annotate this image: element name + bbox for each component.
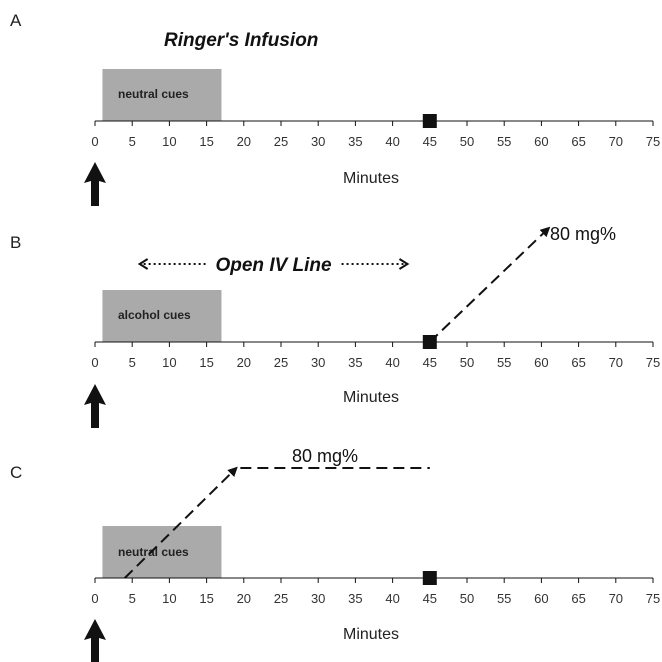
axis-tick-label: 0 [91,134,98,149]
axis-tick-label: 50 [460,134,474,149]
axis-tick-label: 20 [237,134,251,149]
axis-tick-label: 15 [199,591,213,606]
axis-tick-label: 65 [571,134,585,149]
axis-tick-label: 30 [311,134,325,149]
axis-tick-label: 0 [91,355,98,370]
axis-ticks: 0 5 10 15 20 25 30 35 40 45 50 55 60 65 70 75 [91,342,660,370]
start-up-arrow [84,384,106,428]
axis-ticks: 0 5 10 15 20 25 30 35 40 45 50 55 60 65 70 75 [91,578,660,606]
chevron-left-icon [137,258,149,270]
axis-tick-label: 35 [348,134,362,149]
axis-ticks: 0 5 10 15 20 25 30 35 40 45 50 55 60 65 70 75 [91,121,660,149]
measurement-marker [422,114,437,128]
start-up-arrow [84,162,106,206]
cue-box [102,526,222,578]
arrow-up-icon [84,619,106,662]
axis-tick-label: 65 [571,355,585,370]
axis-tick-label: 25 [274,591,288,606]
axis-title: Minutes [343,626,399,643]
axis-tick-label: 40 [385,591,399,606]
axis-tick-label: 75 [646,134,660,149]
measurement-marker [422,571,437,585]
cue-box [102,290,222,342]
axis-tick-label: 25 [274,134,288,149]
axis-tick-label: 10 [162,591,176,606]
panel-c: C neutral cues 80 mg% 0 5 10 15 20 25 30 35 40 45… [10,446,660,662]
alcohol-ramp-line [124,466,238,579]
panel-b: B Open IV Line alcohol cues 0 5 10 15 20 25 30… [10,224,660,428]
axis-tick-label: 70 [609,591,623,606]
axis-title: Minutes [343,170,399,187]
alcohol-ramp-line [429,226,551,343]
panel-a-title: Ringer's Infusion [164,30,318,51]
axis-tick-label: 15 [199,134,213,149]
panel-letter-c: C [10,463,22,482]
start-up-arrow [84,619,106,662]
axis-tick-label: 75 [646,591,660,606]
axis-tick-label: 0 [91,591,98,606]
axis-tick-label: 30 [311,355,325,370]
axis-tick-label: 35 [348,591,362,606]
open-iv-line-span [137,258,410,270]
cue-box [102,69,222,121]
axis-title: Minutes [343,389,399,406]
chevron-right-icon [398,258,410,270]
cue-box-label: neutral cues [118,87,189,101]
axis-tick-label: 45 [423,134,437,149]
panel-a: A Ringer's Infusion neutral cues 0 5 10 15 2… [10,11,660,206]
cue-box-label: neutral cues [118,545,189,559]
axis-tick-label: 55 [497,591,511,606]
axis-tick-label: 20 [237,355,251,370]
cue-box-label: alcohol cues [118,308,191,322]
arrow-up-icon [84,162,106,206]
axis-tick-label: 40 [385,134,399,149]
axis-tick-label: 25 [274,355,288,370]
axis-tick-label: 45 [423,355,437,370]
axis-tick-label: 45 [423,591,437,606]
measurement-marker [422,335,437,349]
axis-tick-label: 60 [534,591,548,606]
axis-tick-label: 5 [129,134,136,149]
axis-tick-label: 50 [460,591,474,606]
panel-letter-a: A [10,11,22,30]
open-iv-line-label: Open IV Line [215,255,332,276]
axis-tick-label: 55 [497,134,511,149]
target-dose-label: 80 mg% [292,446,358,466]
axis-tick-label: 60 [534,355,548,370]
axis-tick-label: 70 [609,355,623,370]
axis-tick-label: 60 [534,134,548,149]
target-dose-label: 80 mg% [550,224,616,244]
axis-tick-label: 55 [497,355,511,370]
axis-tick-label: 5 [129,355,136,370]
axis-tick-label: 5 [129,591,136,606]
axis-tick-label: 35 [348,355,362,370]
axis-tick-label: 15 [199,355,213,370]
axis-tick-label: 75 [646,355,660,370]
axis-tick-label: 70 [609,134,623,149]
axis-tick-label: 30 [311,591,325,606]
axis-tick-label: 10 [162,134,176,149]
panel-letter-b: B [10,233,21,252]
axis-tick-label: 65 [571,591,585,606]
axis-tick-label: 40 [385,355,399,370]
arrow-up-icon [84,384,106,428]
axis-tick-label: 20 [237,591,251,606]
axis-tick-label: 10 [162,355,176,370]
axis-tick-label: 50 [460,355,474,370]
